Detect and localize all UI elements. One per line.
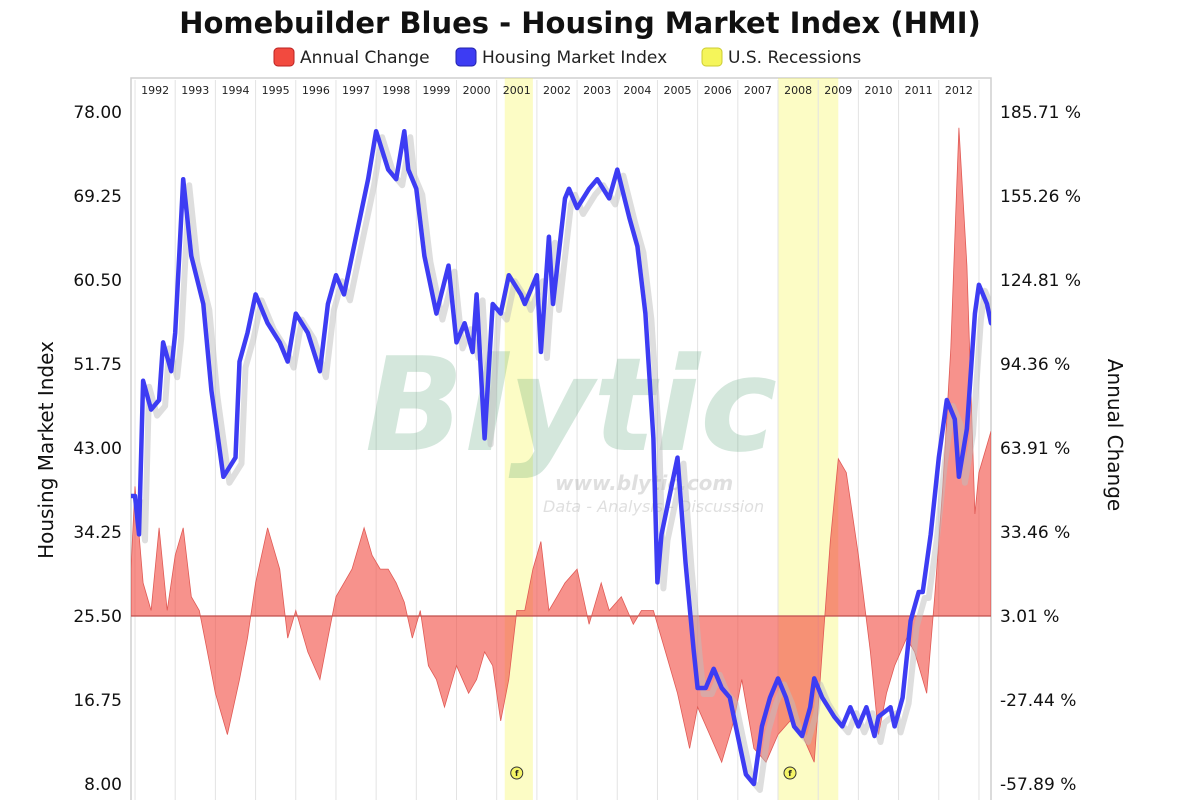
y2-tick-label-27-44: -27.44 % [1000,691,1076,711]
y-tick-label-43-00: 43.00 [73,439,122,459]
legend-item-housing-market-index[interactable]: Housing Market Index [455,47,667,68]
y-tick-label-69-25: 69.25 [73,187,122,207]
x-tick-label-2010: 2010 [864,84,892,97]
x-tick-label-1992: 1992 [141,84,169,97]
y2-tick-label-63-91: 63.91 % [1000,439,1070,459]
x-tick-label-1996: 1996 [302,84,330,97]
x-tick-label-2006: 2006 [704,84,732,97]
x-tick-label-2004: 2004 [623,84,651,97]
x-tick-label-2000: 2000 [463,84,491,97]
legend-label-us-recessions: U.S. Recessions [728,48,861,68]
x-tick-label-1993: 1993 [181,84,209,97]
legend: Annual Change Housing Market Index U.S. … [273,47,861,68]
watermark-url: www.blytic.com [555,471,733,495]
legend-item-annual-change[interactable]: Annual Change [273,47,430,68]
recession-marker-circle [510,766,524,780]
y2-tick-label-57-89: -57.89 % [1000,775,1076,795]
recession-band-1 [504,78,533,800]
recession-marker-2[interactable]: f [783,766,797,780]
x-tick-label-1999: 1999 [422,84,450,97]
x-tick-label-1998: 1998 [382,84,410,97]
y-tick-label-34-25: 34.25 [73,523,122,543]
x-tick-label-2001: 2001 [503,84,531,97]
y-tick-label-60-50: 60.50 [73,271,122,291]
legend-label-annual-change: Annual Change [300,48,430,68]
y2-tick-label-3-01: 3.01 % [1000,607,1059,627]
x-tick-label-2003: 2003 [583,84,611,97]
x-tick-label-2008: 2008 [784,84,812,97]
recession-marker-1[interactable]: f [510,766,524,780]
recession-marker-label: f [788,769,792,778]
x-tick-label-2007: 2007 [744,84,772,97]
x-tick-label-2011: 2011 [905,84,933,97]
legend-label-housing-market-index: Housing Market Index [482,48,667,68]
y-tick-label-25-50: 25.50 [73,607,122,627]
left-axis-title: Housing Market Index [34,341,58,559]
legend-swatch-housing-market-index [455,47,477,67]
y2-tick-label-94-36: 94.36 % [1000,355,1070,375]
y-tick-label-78-00: 78.00 [73,103,122,123]
x-tick-label-2012: 2012 [945,84,973,97]
right-axis-title: Annual Change [1103,359,1127,511]
y2-tick-label-33-46: 33.46 % [1000,523,1070,543]
housing-market-index-line-path [131,128,991,787]
recession-marker-label: f [515,769,519,778]
x-tick-label-1997: 1997 [342,84,370,97]
housing-market-index-line [131,128,991,793]
y2-tick-label-155-26: 155.26 % [1000,187,1081,207]
y2-tick-label-124-81: 124.81 % [1000,271,1081,291]
y-tick-label-8-00: 8.00 [84,775,122,795]
watermark: Blytic www.blytic.com Data - Analysis - … [365,329,777,516]
x-axis-tick-labels: 1992 1993 1994 1995 1996 1997 1998 1999 2000 2001… [141,84,973,97]
watermark-logo: Blytic [365,329,777,481]
recession-marker-circle [783,766,797,780]
legend-swatch-us-recessions [701,47,723,67]
x-tick-label-1995: 1995 [262,84,290,97]
left-axis-tick-labels: 78.00 69.25 60.50 51.75 43.00 34.25 25.50 16.75… [73,103,122,795]
legend-item-us-recessions[interactable]: U.S. Recessions [701,47,861,68]
x-tick-label-2005: 2005 [664,84,692,97]
legend-swatch-annual-change [273,47,295,67]
y2-tick-label-185-71: 185.71 % [1000,103,1081,123]
y-tick-label-16-75: 16.75 [73,691,122,711]
y-tick-label-51-75: 51.75 [73,355,122,375]
plot-area [130,77,992,804]
right-axis-tick-labels: 185.71 % 155.26 % 124.81 % 94.36 % 63.91 % 33… [1000,103,1081,795]
chart-title: Homebuilder Blues - Housing Market Index… [179,6,981,40]
x-tick-label-2009: 2009 [824,84,852,97]
x-tick-label-1994: 1994 [221,84,249,97]
x-tick-label-2002: 2002 [543,84,571,97]
